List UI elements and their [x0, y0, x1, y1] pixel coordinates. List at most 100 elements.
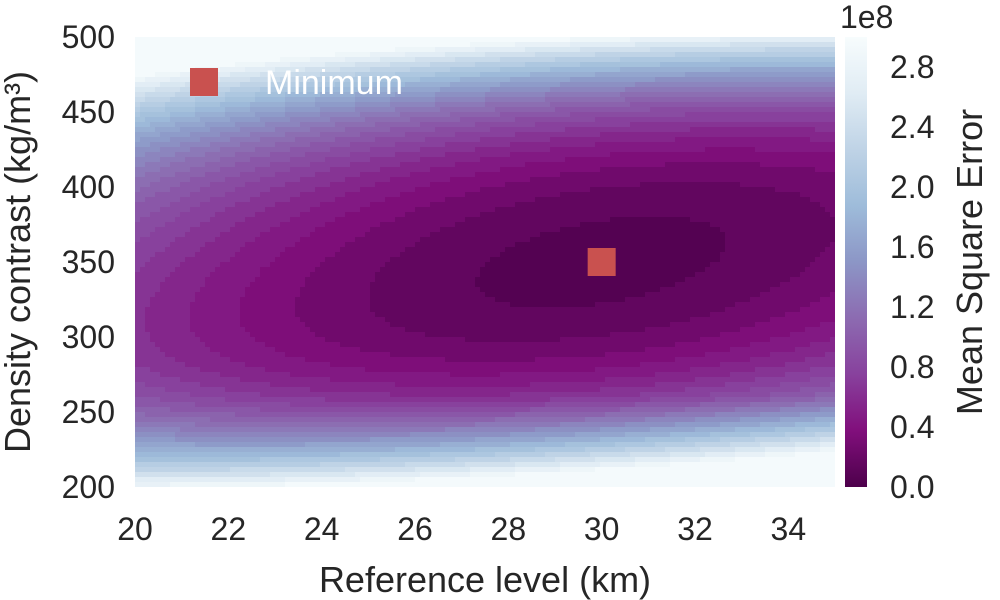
contour-cell: [175, 287, 181, 293]
contour-cell: [195, 187, 201, 193]
contour-cell: [280, 407, 286, 413]
contour-cell: [260, 187, 266, 193]
contour-cell: [380, 102, 386, 108]
contour-cell: [135, 457, 141, 463]
contour-cell: [405, 202, 411, 208]
contour-cell: [145, 342, 151, 348]
contour-cell: [385, 167, 391, 173]
contour-cell: [215, 52, 221, 58]
contour-cell: [330, 362, 336, 368]
contour-cell: [370, 482, 376, 488]
contour-cell: [235, 262, 241, 268]
contour-cell: [145, 432, 151, 438]
contour-cell: [280, 277, 286, 283]
contour-cell: [330, 192, 336, 198]
contour-cell: [175, 372, 181, 378]
contour-cell: [395, 207, 401, 213]
contour-cell: [210, 257, 216, 263]
contour-cell: [355, 117, 361, 123]
contour-cell: [320, 372, 326, 378]
contour-cell: [175, 407, 181, 413]
contour-cell: [330, 252, 336, 258]
contour-cell: [380, 317, 386, 323]
contour-cell: [210, 147, 216, 153]
contour-cell: [325, 477, 331, 483]
contour-cell: [195, 462, 201, 468]
contour-cell: [155, 427, 161, 433]
contour-cell: [175, 257, 181, 263]
contour-cell: [145, 192, 151, 198]
contour-cell: [380, 207, 386, 213]
contour-cell: [200, 157, 206, 163]
contour-cell: [190, 437, 196, 443]
contour-cell: [305, 462, 311, 468]
contour-cell: [305, 367, 311, 373]
contour-cell: [150, 227, 156, 233]
contour-cell: [230, 262, 236, 268]
contour-cell: [205, 347, 211, 353]
contour-cell: [175, 137, 181, 143]
contour-cell: [165, 137, 171, 143]
contour-cell: [405, 277, 411, 283]
contour-cell: [345, 407, 351, 413]
contour-cell: [190, 407, 196, 413]
contour-cell: [315, 412, 321, 418]
contour-cell: [320, 362, 326, 368]
contour-cell: [375, 192, 381, 198]
contour-cell: [250, 392, 256, 398]
contour-cell: [310, 252, 316, 258]
contour-cell: [385, 407, 391, 413]
contour-cell: [345, 42, 351, 48]
contour-cell: [225, 302, 231, 308]
contour-cell: [385, 242, 391, 248]
contour-cell: [335, 342, 341, 348]
contour-cell: [180, 407, 186, 413]
contour-cell: [140, 397, 146, 403]
contour-cell: [200, 187, 206, 193]
contour-cell: [295, 327, 301, 333]
contour-cell: [225, 392, 231, 398]
contour-cell: [165, 352, 171, 358]
contour-cell: [380, 302, 386, 308]
contour-cell: [220, 272, 226, 278]
contour-cell: [310, 412, 316, 418]
contour-cell: [220, 467, 226, 473]
contour-cell: [160, 127, 166, 133]
contour-cell: [235, 402, 241, 408]
contour-cell: [375, 167, 381, 173]
contour-cell: [275, 332, 281, 338]
contour-cell: [405, 122, 411, 128]
contour-cell: [170, 312, 176, 318]
contour-cell: [185, 212, 191, 218]
contour-cell: [310, 377, 316, 383]
contour-cell: [155, 107, 161, 113]
contour-cell: [255, 172, 261, 178]
contour-cell: [285, 142, 291, 148]
contour-cell: [210, 122, 216, 128]
contour-cell: [185, 302, 191, 308]
contour-cell: [300, 222, 306, 228]
contour-cell: [365, 217, 371, 223]
contour-cell: [250, 452, 256, 458]
contour-cell: [225, 202, 231, 208]
contour-cell: [165, 217, 171, 223]
contour-cell: [290, 472, 296, 478]
contour-cell: [250, 157, 256, 163]
contour-cell: [250, 327, 256, 333]
contour-cell: [380, 322, 386, 328]
contour-cell: [140, 307, 146, 313]
contour-cell: [250, 57, 256, 63]
contour-cell: [265, 472, 271, 478]
contour-cell: [240, 292, 246, 298]
contour-cell: [195, 332, 201, 338]
contour-cell: [315, 147, 321, 153]
contour-cell: [320, 247, 326, 253]
contour-cell: [255, 392, 261, 398]
contour-cell: [140, 137, 146, 143]
contour-cell: [310, 262, 316, 268]
contour-cell: [350, 262, 356, 268]
contour-cell: [215, 317, 221, 323]
contour-cell: [155, 37, 161, 43]
contour-cell: [270, 192, 276, 198]
contour-cell: [360, 287, 366, 293]
